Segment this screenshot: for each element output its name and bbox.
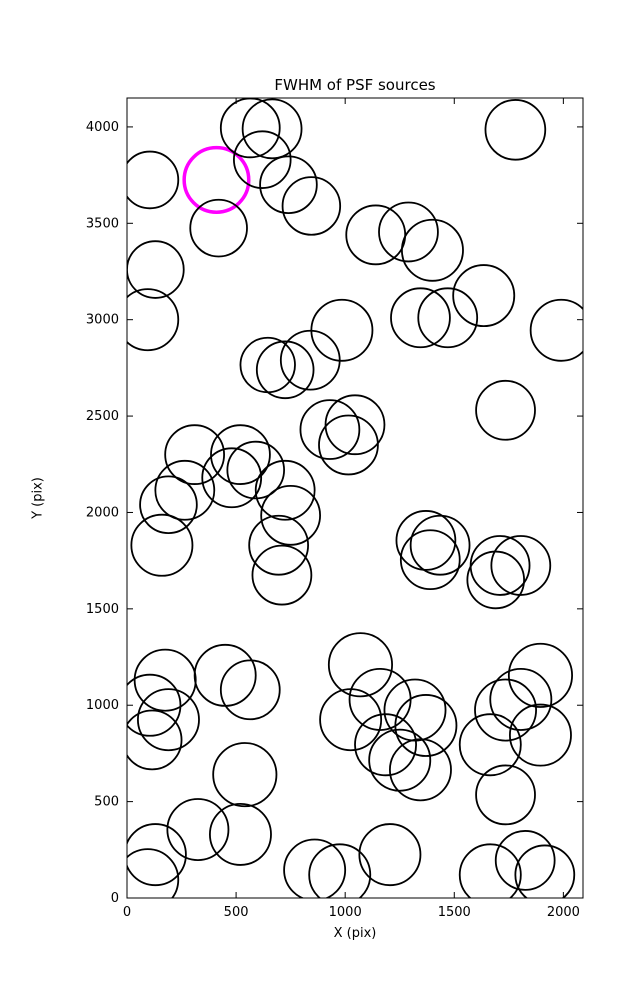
psf-circle: [259, 155, 318, 215]
psf-circle: [210, 424, 271, 485]
psf-circle: [489, 668, 553, 731]
y-tick-label: 3000: [86, 313, 119, 328]
y-tick-label: 1500: [86, 602, 119, 617]
psf-circle: [130, 513, 194, 577]
y-tick-label: 2500: [86, 409, 119, 424]
y-tick-label: 4000: [86, 120, 119, 135]
psf-circle: [279, 329, 341, 391]
psf-circle: [283, 838, 347, 898]
psf-circle: [484, 99, 547, 161]
psf-circle: [209, 802, 272, 866]
psf-circle: [164, 424, 225, 485]
psf-circle: [474, 678, 537, 742]
x-tick-label: 0: [123, 905, 131, 920]
y-tick-label: 3500: [86, 216, 119, 231]
y-tick-label: 2000: [86, 505, 119, 520]
x-tick-label: 2000: [547, 905, 580, 920]
psf-circle: [255, 340, 315, 400]
psf-circle: [399, 529, 461, 591]
psf-circle: [327, 632, 393, 698]
psf-circle: [127, 240, 185, 299]
psf-circle: [401, 218, 464, 282]
plot-title: FWHM of PSF sources: [274, 76, 436, 94]
psf-circle: [409, 514, 471, 576]
psf-circle: [417, 287, 479, 349]
psf-circle: [389, 738, 452, 802]
y-tick-label: 1000: [86, 698, 119, 713]
psf-circle: [358, 823, 422, 887]
psf-circle: [308, 843, 372, 898]
psf-circle: [219, 659, 281, 721]
psf-circle: [139, 475, 198, 535]
psf-circle: [189, 198, 248, 258]
psf-circle: [509, 703, 572, 767]
psf-circle: [458, 713, 522, 777]
psf-circle: [166, 798, 230, 862]
psf-circle: [514, 844, 576, 898]
psf-circle: [466, 550, 525, 610]
psf-circle: [494, 830, 556, 891]
psf-circle: [395, 510, 457, 571]
psf-circle: [127, 709, 183, 771]
psf-circle: [127, 150, 180, 210]
x-tick-label: 1500: [438, 905, 471, 920]
psf-circle: [260, 484, 321, 546]
y-tick-label: 500: [94, 795, 119, 810]
psf-circle: [281, 176, 342, 236]
y-tick-label: 0: [111, 891, 119, 906]
psf-circle: [368, 728, 432, 792]
x-tick-label: 1000: [329, 905, 362, 920]
psf-circle: [239, 336, 296, 394]
psf-circle: [299, 399, 361, 460]
psf-circle: [529, 298, 583, 362]
psf-circle: [137, 688, 200, 752]
psf-circle: [475, 379, 536, 441]
psf-circle: [127, 823, 187, 887]
psf-circle: [319, 688, 383, 752]
psf-circle: [212, 742, 278, 808]
psf-circle: [318, 414, 379, 476]
psf-markers: [127, 98, 583, 898]
psf-circle: [394, 694, 458, 757]
psf-circle: [324, 394, 386, 456]
psf-circle: [233, 130, 292, 189]
psf-circle: [127, 848, 180, 898]
psf-circle: [507, 642, 573, 708]
psf-circle: [127, 288, 180, 352]
y-axis-label: Y (pix): [30, 477, 46, 519]
psf-circle: [354, 713, 417, 777]
psf-circle: [458, 843, 522, 898]
psf-circle: [378, 201, 439, 263]
x-tick-label: 500: [224, 905, 249, 920]
psf-circle: [475, 764, 536, 826]
psf-circle: [241, 98, 303, 160]
psf-circle: [201, 447, 263, 509]
psf-circle: [452, 264, 516, 328]
psf-circle: [226, 440, 285, 500]
x-axis-label: X (pix): [333, 926, 377, 941]
psf-circle: [254, 459, 316, 521]
psf-circle: [251, 544, 313, 606]
psf-circle-highlighted: [182, 145, 251, 214]
psf-circle: [390, 287, 451, 349]
psf-circle: [219, 98, 281, 159]
psf-circle: [248, 514, 309, 576]
psf-circle: [127, 673, 182, 737]
psf-circle: [154, 459, 216, 521]
